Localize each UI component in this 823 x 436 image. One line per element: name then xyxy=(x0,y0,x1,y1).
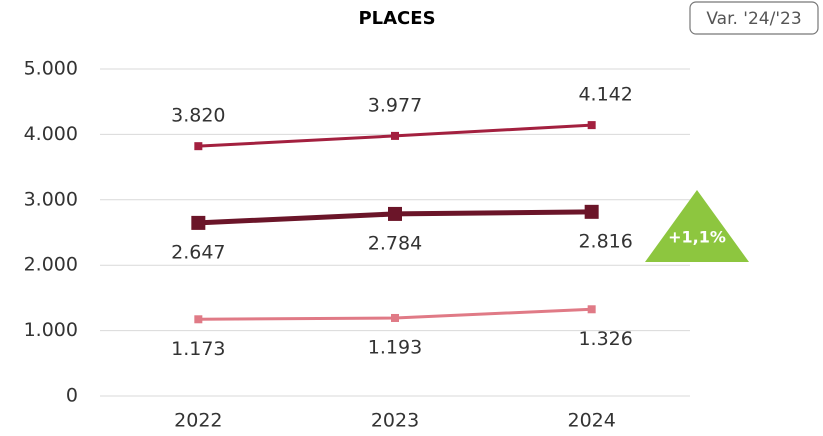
data-label: 2.784 xyxy=(368,232,422,254)
variation-label: Var. '24/'23 xyxy=(706,9,801,29)
variation-value: +1,1% xyxy=(668,228,726,247)
y-tick-label: 3.000 xyxy=(24,188,78,210)
marker xyxy=(391,131,399,140)
y-tick-label: 5.000 xyxy=(24,58,78,80)
x-tick-label: 2022 xyxy=(174,410,222,432)
x-tick-label: 2024 xyxy=(567,410,615,432)
data-label: 3.820 xyxy=(171,105,225,127)
marker xyxy=(587,121,596,130)
marker xyxy=(194,315,203,324)
data-label: 1.173 xyxy=(171,338,225,360)
marker xyxy=(587,305,596,314)
x-tick-label: 2023 xyxy=(371,410,419,432)
y-tick-label: 1.000 xyxy=(24,319,78,341)
data-label: 2.647 xyxy=(171,241,225,263)
data-label: 4.142 xyxy=(578,84,632,106)
data-label: 1.193 xyxy=(368,336,422,358)
y-tick-label: 0 xyxy=(66,385,78,407)
chart-title: PLACES xyxy=(358,8,435,29)
data-label: 2.816 xyxy=(578,230,632,252)
marker xyxy=(191,215,206,230)
y-tick-label: 4.000 xyxy=(24,123,78,145)
data-label: 1.326 xyxy=(578,328,632,350)
y-tick-label: 2.000 xyxy=(24,254,78,276)
marker xyxy=(194,142,203,151)
marker xyxy=(388,206,402,221)
variation-triangle xyxy=(645,190,749,262)
marker xyxy=(391,313,399,322)
data-label: 3.977 xyxy=(368,94,422,116)
variation-box xyxy=(689,1,819,35)
marker xyxy=(584,204,599,219)
